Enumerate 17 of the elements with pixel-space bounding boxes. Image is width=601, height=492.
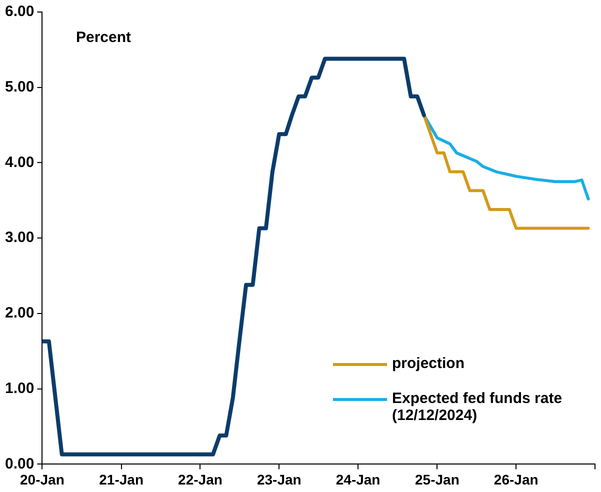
y-axis-title: Percent [76,29,132,46]
x-tick-label: 21-Jan [99,471,144,488]
y-tick-label: 0.00 [4,455,34,472]
x-tick-label: 25-Jan [415,471,460,488]
y-tick-label: 2.00 [4,304,34,322]
legend-label: projection [392,355,466,372]
x-tick-label: 23-Jan [256,471,302,488]
y-tick-label: 6.00 [4,3,34,20]
legend-label: Expected fed funds rate (12/12/2024) [392,390,564,424]
y-tick-label: 1.00 [4,380,34,397]
x-tick-label: 24-Jan [336,471,380,488]
x-tick-label: 26-Jan [494,471,538,488]
y-tick-label: 4.00 [4,154,34,171]
y-tick-label: 3.00 [4,229,34,246]
x-tick-label: 20-Jan [20,471,64,488]
y-tick-label: 5.00 [4,78,34,96]
x-tick-label: 22-Jan [178,471,222,488]
